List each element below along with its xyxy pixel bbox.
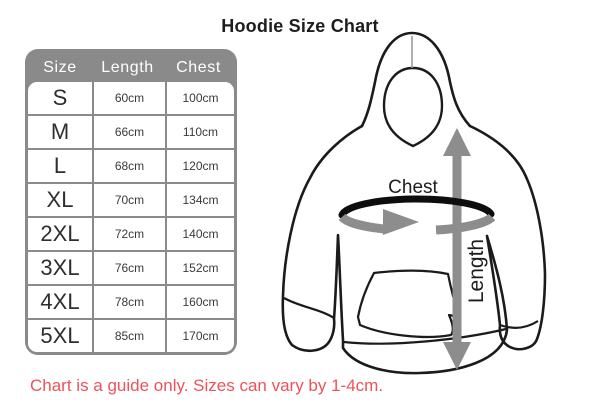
chest-arc-back <box>338 195 495 219</box>
page-title: Hoodie Size Chart <box>221 16 379 36</box>
size-table-header: Size Length Chest <box>28 53 234 82</box>
chest-arrowhead <box>383 209 419 235</box>
length-cell: 72cm <box>94 218 165 250</box>
size-cell: 5XL <box>28 320 92 352</box>
length-cell: 78cm <box>94 286 165 318</box>
hem-seam <box>343 327 507 345</box>
length-cell: 70cm <box>94 184 165 216</box>
chest-cell: 140cm <box>167 218 234 250</box>
length-cell: 68cm <box>94 150 165 182</box>
size-cell: 4XL <box>28 286 92 318</box>
left-cuff-seam <box>283 297 335 319</box>
chest-cell: 100cm <box>167 82 234 114</box>
size-table: Size Length Chest S 60cm 100cm M 66cm 11… <box>25 49 237 355</box>
chest-cell: 152cm <box>167 252 234 284</box>
size-cell: M <box>28 116 92 148</box>
hoodie-body-outline <box>281 124 547 375</box>
size-cell: L <box>28 150 92 182</box>
size-cell: S <box>28 82 92 114</box>
chest-cell: 120cm <box>167 150 234 182</box>
chest-cell: 110cm <box>167 116 234 148</box>
size-cell: XL <box>28 184 92 216</box>
right-cuff-seam <box>499 320 539 329</box>
hoodie-diagram: Chest Length <box>281 31 547 375</box>
column-header-chest: Chest <box>176 58 221 76</box>
length-cell: 85cm <box>94 320 165 352</box>
size-cell: 3XL <box>28 252 92 284</box>
length-arrow <box>443 128 471 370</box>
length-cell: 60cm <box>94 82 165 114</box>
length-label: Length <box>465 239 488 303</box>
hood-opening <box>382 66 444 148</box>
chest-arc-front-right <box>435 213 496 235</box>
chest-arc-front-left <box>338 213 385 234</box>
chest-cell: 170cm <box>167 320 234 352</box>
column-header-length: Length <box>101 58 154 76</box>
disclaimer-note: Chart is a guide only. Sizes can vary by… <box>30 376 384 395</box>
chest-label: Chest <box>388 177 438 198</box>
length-cell: 76cm <box>94 252 165 284</box>
column-header-size: Size <box>43 58 77 76</box>
size-cell: 2XL <box>28 218 92 250</box>
chest-cell: 134cm <box>167 184 234 216</box>
length-cell: 66cm <box>94 116 165 148</box>
size-table-body: S 60cm 100cm M 66cm 110cm L 68cm 120cm X… <box>28 82 234 352</box>
chest-cell: 160cm <box>167 286 234 318</box>
pocket <box>356 269 461 339</box>
